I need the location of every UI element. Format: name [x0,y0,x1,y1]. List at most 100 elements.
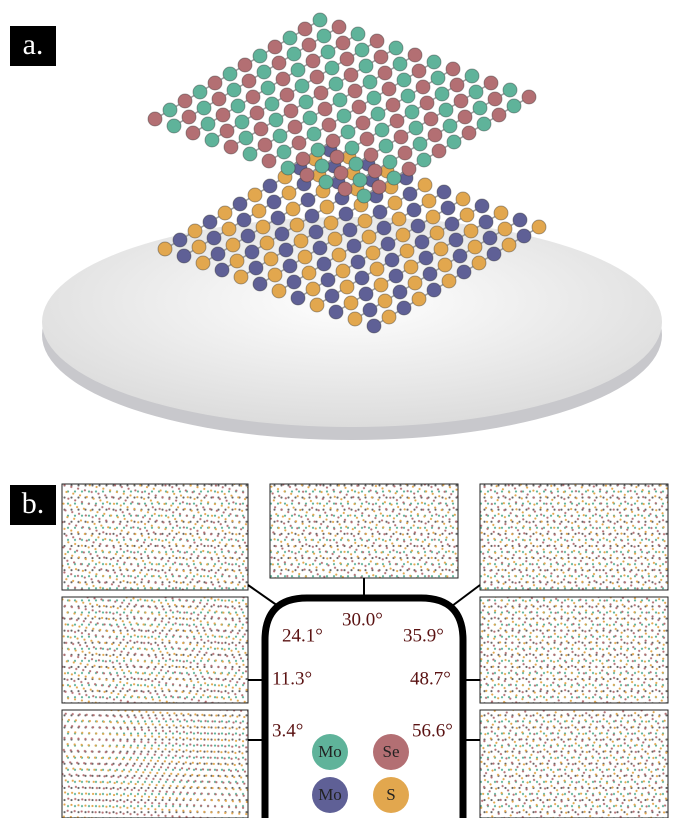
atom [507,99,521,113]
atom [454,94,468,108]
atom [460,208,474,222]
atom [205,133,219,147]
atom [248,188,262,202]
atom [306,54,320,68]
atom [292,136,306,150]
atom [389,41,403,55]
atom [390,114,404,128]
atom [458,110,472,124]
atom [211,247,225,261]
atom [287,275,301,289]
atom [348,312,362,326]
atom [372,180,386,194]
figure: a. b. 30.0° 24.1° 35.9° 11.3° 48.7° 3.4°… [0,0,673,818]
legend-label: Mo [318,785,342,804]
atom [338,182,352,196]
atom [148,112,162,126]
atom [366,246,380,260]
atom [392,212,406,226]
atom [487,247,501,261]
atom [243,147,257,161]
atom [494,206,508,220]
atom [423,267,437,281]
atom [408,276,422,290]
atom [373,205,387,219]
atom [363,303,377,317]
atom [321,45,335,59]
atom [258,138,272,152]
atom [340,280,354,294]
atom [309,225,323,239]
atom [332,248,346,262]
atom [264,252,278,266]
atom [277,145,291,159]
atom [318,102,332,116]
atom [409,121,423,135]
atom [315,159,329,173]
atom [246,90,260,104]
atom [290,218,304,232]
atom [173,233,187,247]
atom [413,137,427,151]
panel-a [42,13,662,440]
lattice-2 [62,710,248,818]
atom [513,213,527,227]
atom [257,65,271,79]
atom [359,287,373,301]
atom [279,243,293,257]
atom [370,34,384,48]
atom [241,229,255,243]
atom [367,91,381,105]
lattice-2 [480,484,668,590]
atom [344,68,358,82]
atom [416,80,430,94]
atom [407,203,421,217]
atom [291,291,305,305]
atom [378,66,392,80]
atom [484,76,498,90]
atom [477,117,491,131]
atom [207,231,221,245]
atom [336,264,350,278]
atom [358,214,372,228]
atom [389,269,403,283]
atom [468,240,482,254]
atom [405,105,419,119]
atom [430,226,444,240]
angle-label: 24.1° [282,625,323,646]
atom [271,211,285,225]
atom [330,150,344,164]
atom [302,266,316,280]
atom [393,57,407,71]
atom [208,76,222,90]
atom [239,131,253,145]
atom [203,215,217,229]
atom [402,162,416,176]
atom [322,118,336,132]
atom [224,140,238,154]
atom [262,154,276,168]
atom [188,224,202,238]
atom [517,229,531,243]
atom [522,90,536,104]
atom [226,238,240,252]
atom [418,178,432,192]
atom [431,71,445,85]
atom [313,13,327,27]
atom [435,87,449,101]
atom [368,164,382,178]
atom [295,79,309,93]
atom [340,52,354,66]
atom [386,98,400,112]
atom [298,22,312,36]
atom [158,242,172,256]
atom [178,94,192,108]
atom [291,63,305,77]
angle-label: 30.0° [342,609,383,630]
atom [329,77,343,91]
atom [192,240,206,254]
atom [403,187,417,201]
atom [438,258,452,272]
atom [281,161,295,175]
atom [311,143,325,157]
